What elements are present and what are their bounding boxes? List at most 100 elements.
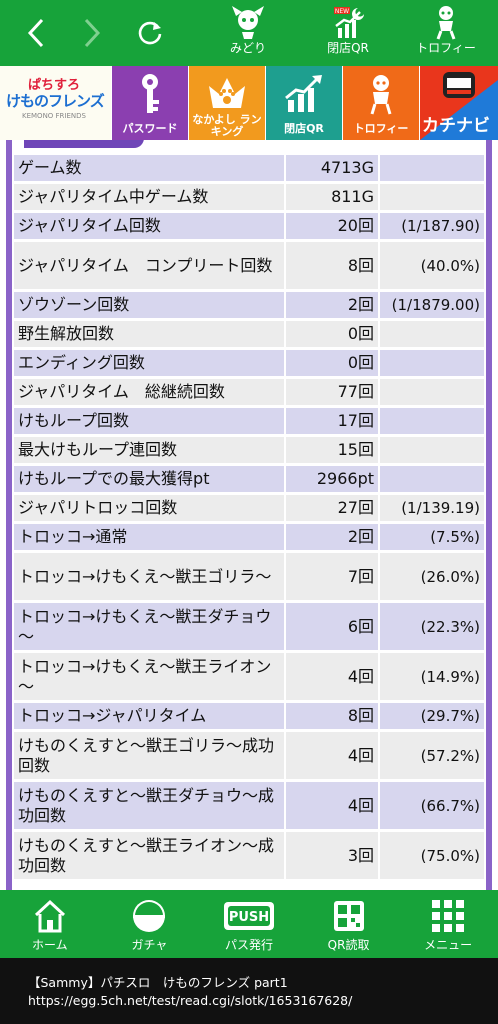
stat-value: 4回 [284,653,378,700]
banner-item-closing-qr[interactable]: 閉店QR [266,66,343,140]
stat-label: トロッコ→けもくえ～獣王ダチョウ～ [14,603,284,650]
game-logo[interactable]: ぱちすろ けものフレンズ KEMONO FRIENDS [0,66,112,140]
trophy-character-icon [436,6,456,40]
banner-menu: ぱちすろ けものフレンズ KEMONO FRIENDS パスワード なかよし ラ… [0,66,498,140]
stat-value: 2966pt [284,466,378,492]
stat-value: 2回 [284,524,378,550]
nav-label: QR読取 [327,938,370,952]
stat-value: 6回 [284,603,378,650]
caption-url: https://egg.5ch.net/test/read.cgi/slotk/… [28,993,353,1008]
stats-row: ジャパリタイム 総継続回数 77回 [14,379,484,405]
push-badge: PUSH [229,910,269,925]
stats-row: トロッコ→通常 2回 (7.5%) [14,524,484,550]
stat-ratio [378,350,484,376]
stats-row: けものくえすと～獣王ゴリラ～成功回数 4回 (57.2%) [14,732,484,779]
stats-row: けものくえすと～獣王ダチョウ～成功回数 4回 (66.7%) [14,782,484,829]
nav-home[interactable]: ホーム [0,890,100,958]
nav-label: パス発行 [224,938,273,952]
logo-sub-text: KEMONO FRIENDS [22,112,86,120]
stats-panel: ゲーム数 4713G ジャパリタイム中ゲーム数 811G ジャパリタイム回数 20回 (1/… [0,140,498,890]
topbar-item-trophy[interactable]: トロフィー [406,4,486,64]
banner-item-trophy[interactable]: トロフィー [343,66,420,140]
stats-table: ゲーム数 4713G ジャパリタイム中ゲーム数 811G ジャパリタイム回数 20回 (1/… [14,152,484,882]
character-icon [232,6,264,39]
home-icon [34,899,65,933]
stat-ratio: (57.2%) [378,732,484,779]
stats-row: ジャパリタイム回数 20回 (1/187.90) [14,213,484,239]
banner-label: 閉店QR [284,122,324,135]
topbar-label: 閉店QR [327,41,369,55]
stat-ratio: (14.9%) [378,653,484,700]
stat-ratio: (1/187.90) [378,213,484,239]
stat-value: 17回 [284,408,378,434]
banner-item-password[interactable]: パスワード [112,66,189,140]
stat-value: 4713G [284,155,378,181]
stat-label: ゲーム数 [14,155,284,181]
closing-qr-icon: NEW [334,7,364,38]
chart-qr-icon [285,75,322,112]
nav-qr-read[interactable]: QR読取 [299,890,399,958]
nav-menu[interactable]: メニュー [398,890,498,958]
stats-row: けものくえすと～獣王ライオン～成功回数 3回 (75.0%) [14,832,484,879]
stat-ratio [378,437,484,463]
stats-frame [6,140,492,890]
stats-row: ゲーム数 4713G [14,155,484,181]
stat-ratio: (40.0%) [378,242,484,289]
kachinavi-logo [443,72,475,98]
stat-ratio [378,184,484,210]
back-icon[interactable] [20,16,52,50]
stat-value: 2回 [284,292,378,318]
banner-item-ranking[interactable]: なかよし ランキング [189,66,266,140]
stat-value: 0回 [284,321,378,347]
nav-label: メニュー [424,938,473,952]
stats-row: トロッコ→けもくえ～獣王ダチョウ～ 6回 (22.3%) [14,603,484,650]
qr-scan-icon [333,901,364,931]
stat-label: けものくえすと～獣王ゴリラ～成功回数 [14,732,284,779]
stat-label: けものくえすと～獣王ライオン～成功回数 [14,832,284,879]
stat-ratio: (75.0%) [378,832,484,879]
kachinavi-label: カチナビ [422,116,490,136]
crown-paw-icon [209,78,245,108]
stat-label: ジャパリトロッコ回数 [14,495,284,521]
stat-value: 7回 [284,553,378,600]
stat-label: トロッコ→通常 [14,524,284,550]
stat-label: トロッコ→けもくえ～獣王ゴリラ～ [14,553,284,600]
stats-row: 野生解放回数 0回 [14,321,484,347]
source-caption: 【Sammy】パチスロ けものフレンズ part1 https://egg.5c… [0,958,498,1024]
stats-row: ジャパリタイム中ゲーム数 811G [14,184,484,210]
stats-row: ジャパリタイム コンプリート回数 8回 (40.0%) [14,242,484,289]
stat-value: 8回 [284,242,378,289]
stats-row: エンディング回数 0回 [14,350,484,376]
section-header-tab [24,140,144,148]
menu-grid-icon [432,900,465,932]
nav-gacha[interactable]: ガチャ [100,890,200,958]
stat-label: 野生解放回数 [14,321,284,347]
stat-value: 8回 [284,703,378,729]
nav-pass-issue[interactable]: PUSH パス発行 [199,890,299,958]
stats-row: トロッコ→ジャパリタイム 8回 (29.7%) [14,703,484,729]
stat-value: 0回 [284,350,378,376]
stat-ratio: (29.7%) [378,703,484,729]
stat-label: トロッコ→ジャパリタイム [14,703,284,729]
stats-row: ゾウゾーン回数 2回 (1/1879.00) [14,292,484,318]
nav-label: ホーム [31,938,68,952]
logo-top-text: ぱちすろ [28,78,81,93]
stat-ratio [378,466,484,492]
stat-label: けものくえすと～獣王ダチョウ～成功回数 [14,782,284,829]
stat-value: 4回 [284,732,378,779]
caption-title: 【Sammy】パチスロ けものフレンズ part1 [28,975,288,990]
gacha-icon [133,900,166,932]
stats-row: けもループでの最大獲得pt 2966pt [14,466,484,492]
banner-label: トロフィー [353,122,409,135]
topbar-item-midori[interactable]: みどり [208,4,288,64]
stat-label: 最大けもループ連回数 [14,437,284,463]
stat-value: 20回 [284,213,378,239]
stat-ratio: (1/1879.00) [378,292,484,318]
forward-icon[interactable] [76,16,108,50]
stat-ratio [378,155,484,181]
key-icon [142,74,159,113]
banner-item-kachinavi[interactable]: カチナビ [420,66,498,140]
reload-icon[interactable] [134,16,166,50]
stat-ratio [378,321,484,347]
topbar-item-closing-qr[interactable]: NEW 閉店QR [308,4,388,64]
